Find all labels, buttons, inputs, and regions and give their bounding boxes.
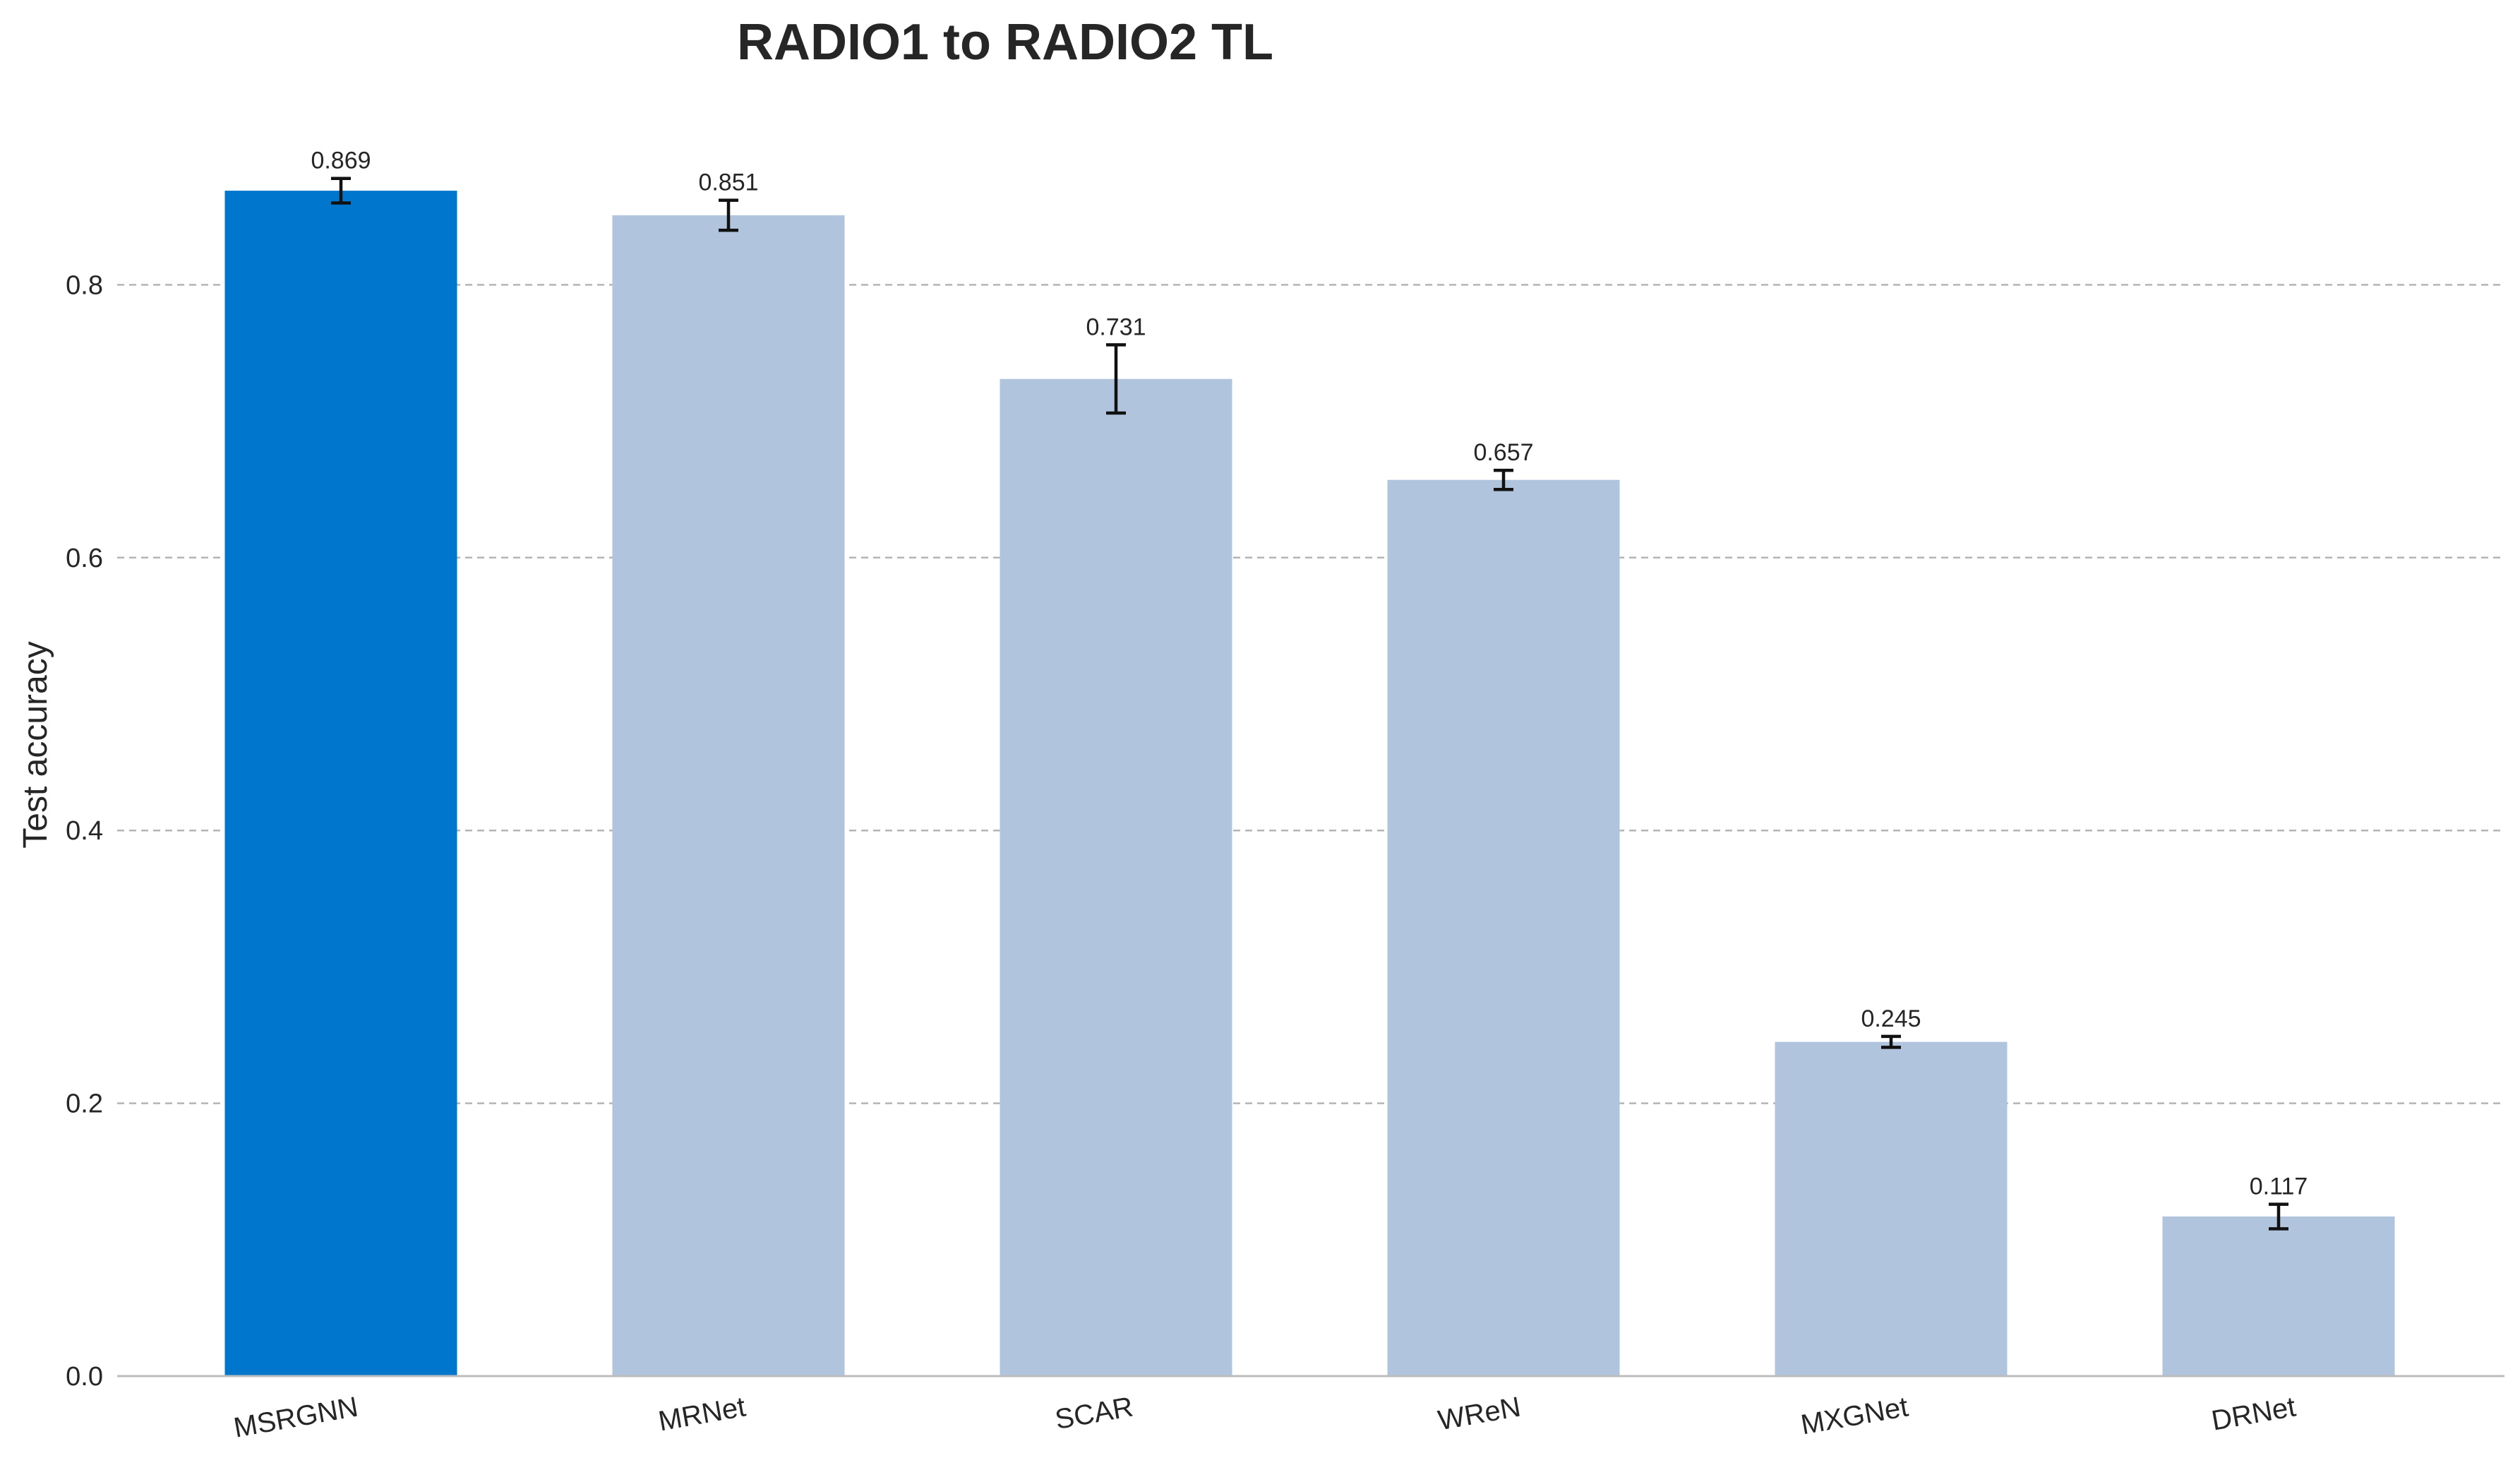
value-label: 0.657 (1473, 439, 1533, 466)
bar-scar (1000, 378, 1232, 1376)
bar-mrnet (612, 215, 845, 1376)
bar-msrgnn (224, 191, 457, 1376)
y-axis-ticks: 0.0 0.2 0.4 0.6 0.8 (66, 270, 103, 1392)
error-bars (331, 177, 2288, 1231)
x-tick-label: MSRGNN (232, 1392, 361, 1444)
error-bar-drnet (2269, 1202, 2288, 1231)
error-bar-wren (1494, 468, 1513, 491)
bar-wren (1387, 479, 1620, 1376)
error-bar-mrnet (719, 198, 738, 232)
y-tick-label: 0.2 (66, 1089, 103, 1119)
value-label: 0.731 (1086, 313, 1146, 340)
error-bar-mxgnet (1881, 1034, 1901, 1049)
value-label: 0.117 (2250, 1173, 2308, 1200)
y-tick-label: 0.4 (66, 816, 103, 846)
value-label: 0.245 (1861, 1005, 1921, 1032)
error-bar-scar (1106, 343, 1126, 415)
y-tick-label: 0.6 (66, 544, 103, 573)
y-axis-label: Test accuracy (17, 641, 54, 848)
error-bar-msrgnn (331, 177, 351, 205)
y-tick-label: 0.0 (66, 1362, 103, 1392)
x-tick-label: MXGNet (1799, 1392, 1911, 1441)
bar-mxgnet (1775, 1041, 2008, 1376)
x-tick-label: SCAR (1052, 1392, 1135, 1436)
x-tick-label: WReN (1436, 1392, 1523, 1437)
bars (224, 191, 2395, 1376)
chart-title: RADIO1 to RADIO2 TL (737, 14, 1273, 71)
value-label: 0.851 (698, 169, 758, 196)
bar-drnet (2162, 1216, 2395, 1376)
value-label: 0.869 (311, 148, 371, 174)
x-tick-label: MRNet (656, 1392, 748, 1438)
x-axis-ticks: MSRGNN MRNet SCAR WReN MXGNet DRNet (232, 1392, 2298, 1444)
x-tick-label: DRNet (2209, 1392, 2298, 1437)
y-tick-label: 0.8 (66, 270, 103, 300)
gridlines (117, 284, 2504, 1104)
value-labels: 0.869 0.851 0.731 0.657 0.245 0.117 (311, 148, 2308, 1200)
